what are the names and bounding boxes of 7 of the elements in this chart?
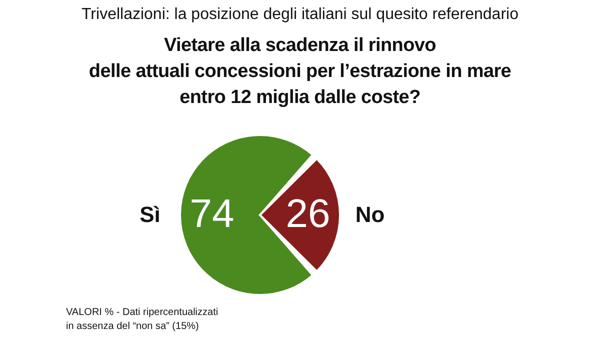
chart-title: Trivellazioni: la posizione degli italiani sul quesito referendario xyxy=(80,6,520,24)
text: VALORI % - Dati ripercentualizzati in assenza del “non sa” (15%) xyxy=(66,306,218,334)
slice-label: No xyxy=(355,202,385,227)
chart-subtitle: Vietare alla scadenza il rinnovo delle attuali concessioni per l’estrazione in mare entro 12 miglia dalle coste? xyxy=(88,34,512,110)
slice-label: Sì xyxy=(140,202,160,227)
data-label: 74 xyxy=(190,192,234,236)
data-label: 26 xyxy=(286,192,330,236)
